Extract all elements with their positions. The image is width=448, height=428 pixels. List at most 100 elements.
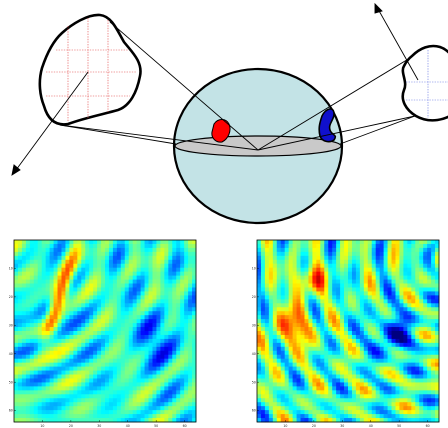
heatmap-cell (348, 362, 353, 368)
heatmap-cell (65, 390, 70, 395)
heatmap-cell (144, 279, 149, 284)
heatmap-cell (53, 366, 58, 371)
heatmap-cell (93, 299, 98, 304)
heatmap-cell (69, 247, 74, 253)
heatmap-cell (136, 331, 142, 336)
heatmap-cell (296, 398, 301, 403)
heatmap-cell (375, 386, 381, 391)
panel-frame (256, 239, 440, 423)
heatmap-cell (363, 303, 369, 308)
heatmap-cell (192, 338, 197, 344)
heatmap-cell (124, 299, 130, 304)
heatmap-cell (371, 382, 377, 387)
heatmap-cell (93, 243, 98, 249)
heatmap-cell (375, 362, 381, 368)
heatmap-cell (152, 382, 157, 387)
heatmap-cell (172, 370, 177, 375)
heatmap-cell (160, 390, 165, 395)
heatmap-cell (332, 271, 337, 277)
heatmap-cell (33, 319, 39, 324)
heatmap-cell (156, 287, 161, 292)
heatmap-cell (85, 398, 90, 403)
heatmap-cell (300, 390, 305, 395)
heatmap-cell (355, 378, 361, 383)
heatmap-cell (61, 311, 66, 316)
heatmap-cell (136, 406, 142, 411)
heatmap-cell (272, 358, 278, 364)
heatmap-cell (280, 418, 286, 423)
heatmap-cell (41, 267, 47, 273)
heatmap-cell (61, 299, 66, 304)
heatmap-cell (168, 390, 173, 395)
heatmap-cell (316, 243, 321, 249)
heatmap-cell (53, 263, 58, 269)
heatmap-cell (407, 362, 412, 368)
heatmap-cell (312, 259, 317, 265)
heatmap-cell (176, 263, 181, 269)
heatmap-cell (351, 370, 357, 375)
heatmap-cell (73, 243, 78, 249)
heatmap-cell (399, 287, 404, 292)
heatmap-cell (435, 283, 440, 288)
heatmap-cell (61, 319, 66, 324)
heatmap-cell (348, 291, 353, 296)
heatmap-cell (101, 362, 106, 368)
heatmap-cell (77, 366, 82, 371)
y-tick-label: 40 (252, 352, 256, 356)
heatmap-cell (351, 398, 357, 403)
heatmap-cell (85, 354, 90, 360)
heatmap-cell (128, 279, 134, 284)
heatmap-cell (427, 354, 432, 360)
heatmap-cell (61, 315, 66, 320)
heatmap-cell (57, 382, 62, 387)
heatmap-cell (184, 382, 189, 387)
heatmap-cell (17, 295, 23, 300)
heatmap-cell (160, 295, 165, 300)
heatmap-cell (355, 267, 361, 273)
heatmap-cell (184, 299, 189, 304)
heatmap-cell (61, 323, 66, 328)
heatmap-cell (116, 410, 122, 415)
heatmap-cell (324, 283, 329, 288)
heatmap-cell (81, 243, 86, 249)
heatmap-cell (112, 362, 118, 368)
heatmap-cell (33, 323, 39, 328)
heatmap-cell (188, 358, 193, 364)
heatmap-cell (403, 255, 408, 261)
heatmap-cell (108, 295, 114, 300)
heatmap-cell (359, 334, 365, 340)
heatmap-cell (423, 311, 428, 316)
heatmap-cell (316, 263, 321, 269)
heatmap-cell (288, 398, 294, 403)
heatmap-cell (25, 362, 31, 368)
heatmap-cell (260, 319, 266, 324)
heatmap-cell (348, 398, 353, 403)
heatmap-cell (14, 382, 19, 387)
heatmap-cell (375, 350, 381, 356)
heatmap-cell (136, 354, 142, 360)
heatmap-cell (65, 342, 70, 348)
heatmap-cell (128, 251, 134, 257)
heatmap-cell (316, 311, 321, 316)
heatmap-cell (120, 394, 126, 399)
heatmap-cell (296, 338, 301, 344)
heatmap-cell (37, 390, 43, 395)
heatmap-cell (57, 327, 62, 332)
heatmap-cell (128, 402, 134, 407)
heatmap-cell (395, 307, 400, 312)
heatmap-cell (85, 402, 90, 407)
heatmap-cell (403, 283, 408, 288)
heatmap-cell (431, 414, 436, 419)
heatmap-cell (268, 410, 274, 415)
heatmap-cell (164, 299, 169, 304)
heatmap-cell (69, 398, 74, 403)
heatmap-cell (176, 390, 181, 395)
heatmap-cell (351, 247, 357, 253)
heatmap-cell (379, 271, 385, 277)
heatmap-cell (17, 331, 23, 336)
heatmap-cell (14, 342, 19, 348)
heatmap-cell (427, 279, 432, 284)
heatmap-cell (33, 334, 39, 340)
heatmap-cell (399, 370, 404, 375)
heatmap-cell (280, 299, 286, 304)
